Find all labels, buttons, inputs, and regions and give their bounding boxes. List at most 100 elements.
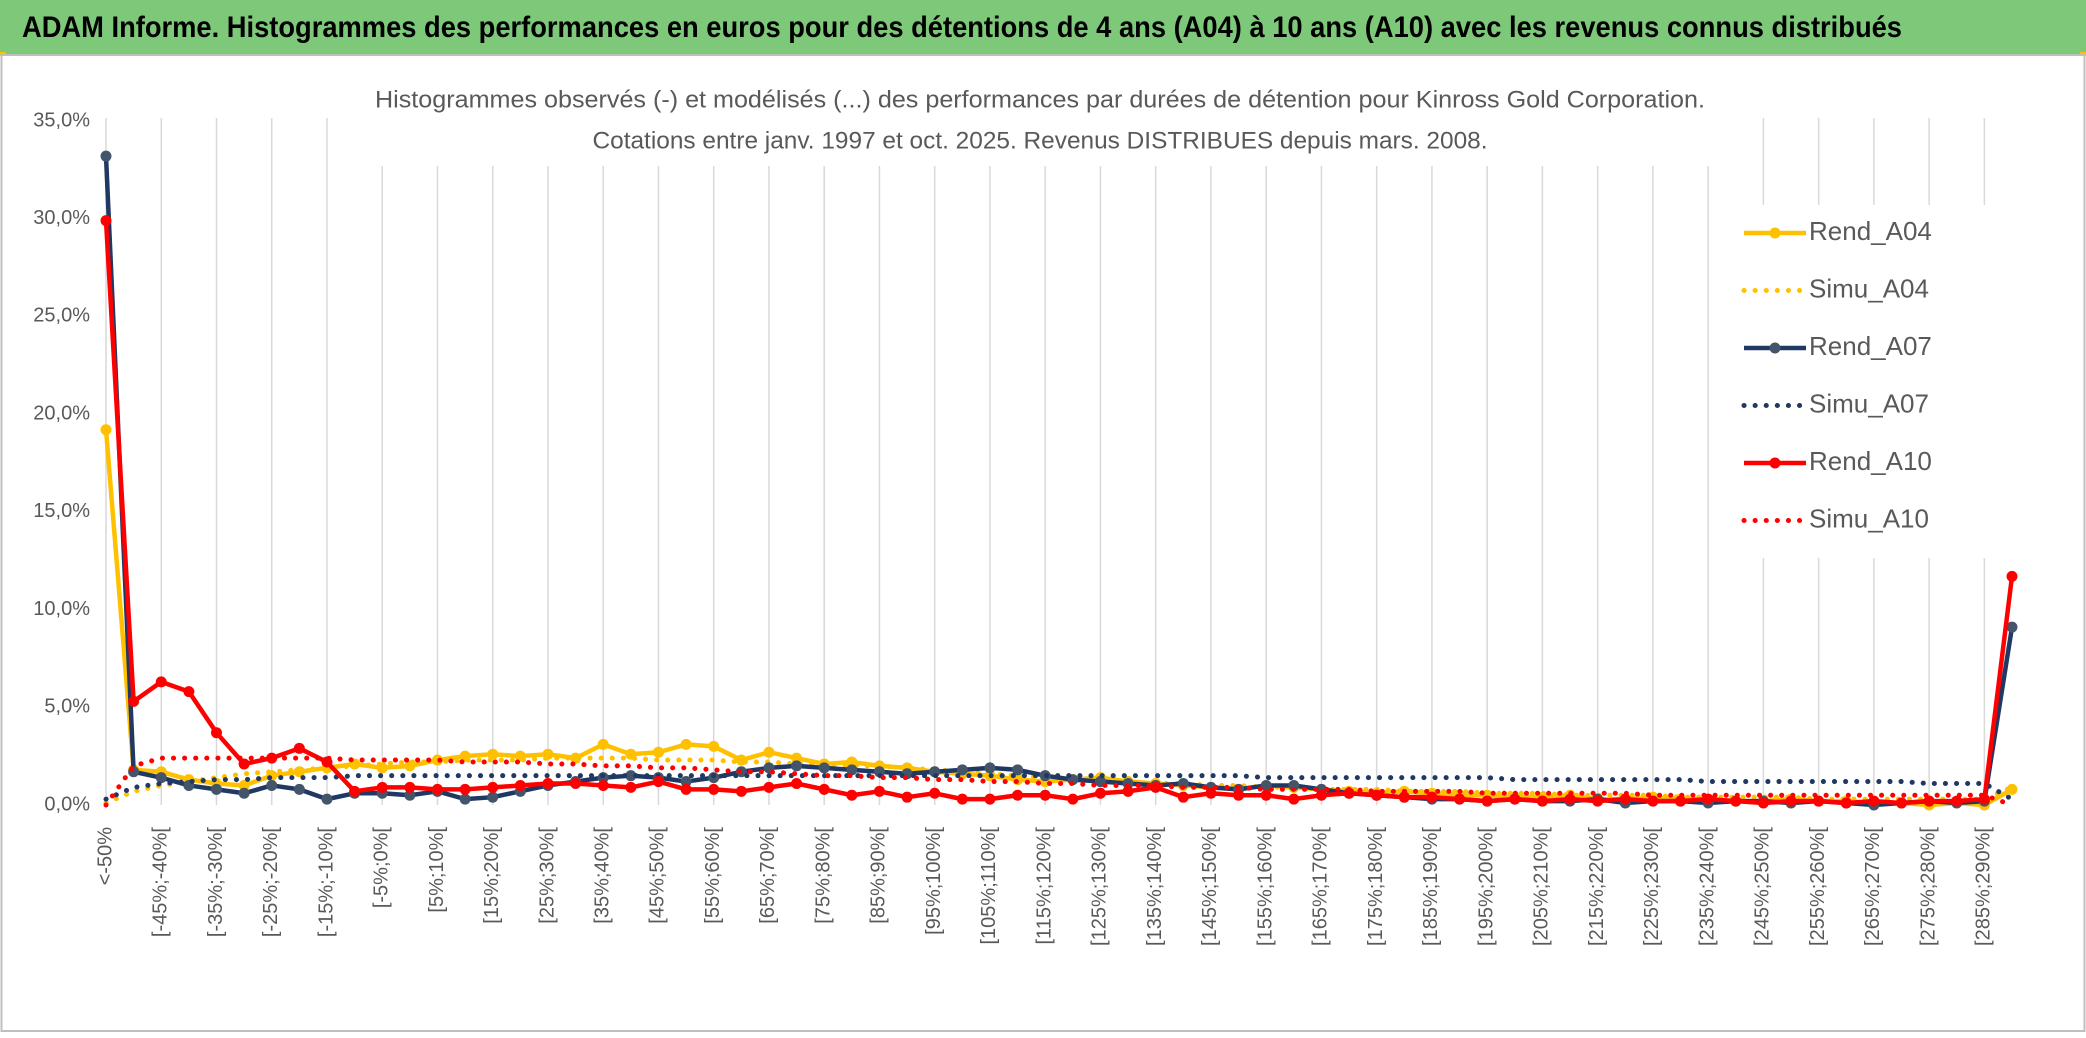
x-tick-label: [195%;200%[ (1475, 827, 1497, 946)
x-tick-label: [185%;190%[ (1420, 827, 1442, 946)
series-line (103, 755, 2015, 808)
data-point (1536, 795, 1548, 807)
data-point (100, 215, 112, 227)
x-tick-label: [235%;240%[ (1696, 827, 1718, 946)
data-point (514, 779, 526, 791)
x-tick-label: [-5%;0%[ (371, 827, 393, 909)
x-tick-label: [55%;60%[ (702, 827, 724, 924)
x-tick-label: [225%;230%[ (1641, 827, 1663, 946)
x-tick-label: [135%;140%[ (1144, 827, 1166, 946)
x-tick-label: [-25%;-20%[ (260, 827, 282, 937)
data-point (2006, 621, 2018, 633)
data-point (1012, 789, 1024, 801)
chart-subtitle: Cotations entre janv. 1997 et oct. 2025.… (593, 127, 1488, 154)
y-tick-label: 10,0% (33, 598, 90, 620)
y-tick-label: 15,0% (33, 500, 90, 522)
data-point (570, 778, 582, 790)
x-tick-label: [65%;70%[ (757, 827, 779, 924)
data-point (1260, 789, 1272, 801)
header-title: ADAM Informe. Histogrammes des performan… (22, 11, 1902, 44)
x-tick-label: [215%;220%[ (1586, 827, 1608, 946)
legend-marker (1769, 342, 1781, 354)
x-tick-label: [285%;290%[ (1973, 827, 1995, 946)
data-point (1730, 795, 1742, 807)
y-tick-label: 0,0% (44, 793, 90, 815)
data-point (956, 764, 968, 776)
data-point (1260, 779, 1272, 791)
data-point (873, 785, 885, 797)
header-bar (0, 0, 2086, 54)
data-point (570, 752, 582, 764)
x-tick-label: [75%;80%[ (812, 827, 834, 924)
data-point (487, 748, 499, 760)
data-point (1785, 795, 1797, 807)
data-point (1564, 793, 1576, 805)
x-tick-label: [5%;10%[ (426, 827, 448, 913)
data-point (708, 740, 720, 752)
x-tick-label: [-15%;-10%[ (315, 827, 337, 937)
data-point (1481, 795, 1493, 807)
data-point (652, 746, 664, 758)
y-tick-label: 25,0% (33, 305, 90, 327)
legend-background (1728, 205, 1998, 558)
data-point (1896, 797, 1908, 809)
x-tick-label: [95%;100%[ (923, 827, 945, 935)
x-tick-label: [205%;210%[ (1531, 827, 1553, 946)
data-point (680, 738, 692, 750)
data-point (625, 770, 637, 782)
data-point (1288, 793, 1300, 805)
legend-label: Simu_A07 (1809, 388, 1929, 418)
data-point (1426, 791, 1438, 803)
data-point (1923, 795, 1935, 807)
x-tick-label: [35%;40%[ (591, 827, 613, 924)
x-tick-label: [125%;130%[ (1089, 827, 1111, 946)
data-point (1039, 789, 1051, 801)
x-tick-label: [175%;180%[ (1365, 827, 1387, 946)
data-point (1454, 793, 1466, 805)
data-point (459, 793, 471, 805)
data-point (238, 787, 250, 799)
data-point (155, 676, 167, 688)
data-point (625, 781, 637, 793)
data-point (1205, 787, 1217, 799)
data-point (597, 779, 609, 791)
x-tick-label: [45%;50%[ (647, 827, 669, 924)
data-point (293, 783, 305, 795)
data-point (238, 779, 250, 791)
x-tick-label: [-35%;-30%[ (205, 827, 227, 937)
data-point (1868, 795, 1880, 807)
title-background (365, 80, 1715, 166)
data-point (1315, 789, 1327, 801)
data-point (1067, 793, 1079, 805)
data-point (1177, 791, 1189, 803)
x-tick-label: [145%;150%[ (1199, 827, 1221, 946)
x-tick-label: <-50% (94, 827, 116, 886)
data-point (1233, 789, 1245, 801)
x-tick-label: [105%;110%[ (978, 827, 1000, 945)
data-point (984, 762, 996, 774)
data-point (404, 789, 416, 801)
data-point (1951, 795, 1963, 807)
data-point (984, 793, 996, 805)
data-point (2006, 570, 2018, 582)
x-tick-label: [115%;120%[ (1033, 827, 1055, 945)
data-point (210, 727, 222, 739)
data-point (542, 778, 554, 790)
data-point (1012, 764, 1024, 776)
data-point (818, 783, 830, 795)
data-point (1813, 795, 1825, 807)
x-tick-label: [265%;270%[ (1862, 827, 1884, 946)
data-point (652, 776, 664, 788)
data-point (597, 738, 609, 750)
series-line (103, 773, 2015, 802)
data-point (487, 781, 499, 793)
legend-label: Rend_A04 (1809, 216, 1932, 246)
data-point (763, 781, 775, 793)
chart-title: Histogrammes observés (-) et modélisés (… (375, 86, 1705, 113)
data-point (321, 793, 333, 805)
data-point (100, 424, 112, 436)
data-point (680, 783, 692, 795)
data-point (183, 686, 195, 698)
legend-marker (1769, 457, 1781, 469)
